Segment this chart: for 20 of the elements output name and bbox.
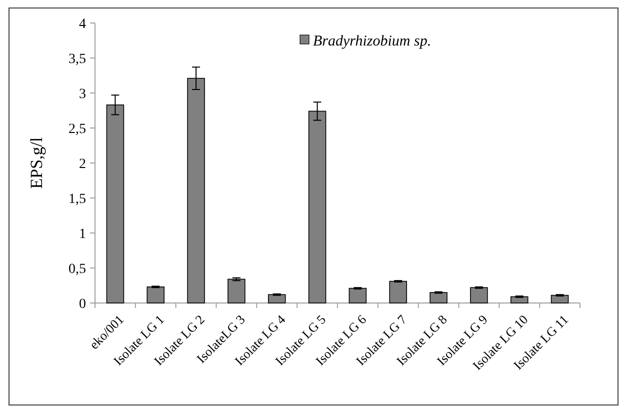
- bar: [470, 287, 488, 304]
- bar: [389, 280, 408, 304]
- legend-label: Bradyrhizobium sp.: [313, 33, 432, 50]
- bar: [228, 278, 246, 304]
- y-tick-label: 4: [79, 16, 86, 32]
- y-tick-label: 1,5: [68, 192, 86, 207]
- bar: [510, 296, 528, 304]
- bar: [348, 288, 367, 304]
- bar: [430, 292, 448, 304]
- y-tick-label: 1: [79, 226, 86, 242]
- bar: [550, 294, 569, 304]
- y-tick-label: 3: [79, 86, 86, 102]
- y-tick-label: 2,5: [68, 122, 86, 137]
- y-tick-label: 2: [79, 156, 86, 172]
- y-tick-label: 3,5: [68, 52, 86, 67]
- y-tick-label: 0: [79, 296, 86, 312]
- y-tick-label: 0,5: [68, 262, 86, 277]
- y-axis-title: EPS,g/l: [27, 136, 46, 189]
- bar: [268, 294, 286, 304]
- bar: [146, 286, 165, 304]
